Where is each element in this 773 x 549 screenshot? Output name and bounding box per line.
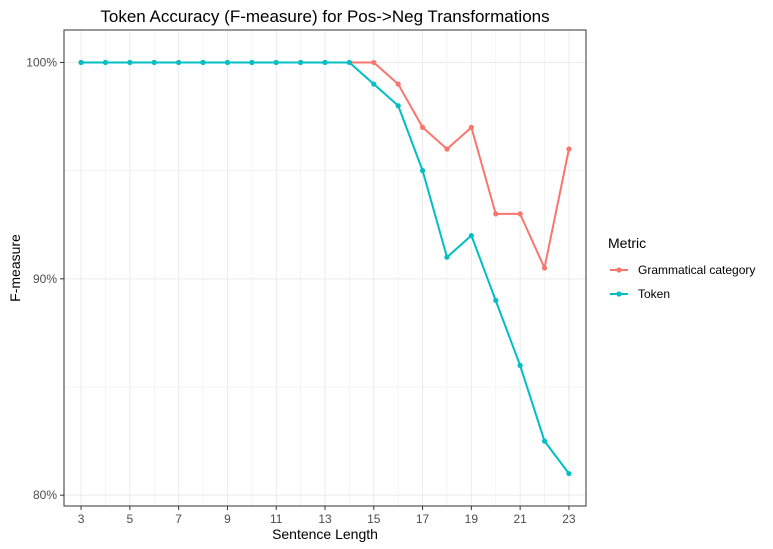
x-tick-label: 19 [465, 512, 479, 526]
data-point [468, 232, 474, 239]
legend-items: Grammatical category Token [610, 263, 755, 301]
x-tick-label: 5 [127, 512, 134, 526]
x-tick-label: 17 [416, 512, 430, 526]
legend-item: Grammatical category [610, 263, 755, 277]
data-point [419, 124, 426, 130]
data-point [566, 146, 572, 152]
x-tick-label: 15 [367, 512, 381, 526]
series-1 [78, 59, 572, 477]
chart-title: Token Accuracy (F-measure) for Pos->Neg … [100, 7, 549, 26]
data-point [444, 146, 450, 152]
minor-gridlines [64, 30, 586, 506]
legend-key-point [616, 291, 622, 297]
data-point [127, 59, 133, 66]
x-axis: 3 5 7 9 11 13 15 17 19 21 23 [78, 506, 576, 526]
x-tick-label: 23 [562, 512, 576, 526]
data-point [273, 59, 279, 66]
legend-label: Grammatical category [638, 263, 755, 277]
y-axis: 80% 90% 100% [26, 55, 64, 502]
data-point [151, 59, 157, 66]
data-point [298, 59, 304, 66]
data-point [541, 265, 548, 271]
y-tick-label: 100% [26, 55, 57, 69]
data-point [419, 168, 426, 174]
data-point [78, 59, 84, 66]
series-layer [78, 59, 572, 477]
data-point [493, 211, 499, 217]
x-tick-label: 9 [224, 512, 231, 526]
data-point [493, 297, 499, 304]
data-point [371, 59, 377, 66]
x-tick-label: 21 [513, 512, 527, 526]
y-tick-label: 90% [33, 272, 57, 286]
data-point [395, 103, 401, 109]
data-point [468, 124, 474, 130]
x-tick-label: 13 [318, 512, 332, 526]
data-point [395, 81, 401, 87]
x-tick-label: 11 [270, 512, 283, 526]
major-gridlines [64, 30, 586, 506]
data-point [541, 438, 548, 444]
y-tick-label: 80% [33, 488, 57, 502]
data-point [200, 59, 206, 66]
data-point [371, 81, 377, 87]
x-tick-label: 3 [78, 512, 85, 526]
x-axis-title: Sentence Length [272, 526, 378, 542]
legend-label: Token [638, 287, 670, 301]
data-point [346, 59, 352, 66]
data-point [517, 211, 523, 217]
data-point [566, 470, 572, 477]
y-axis-title: F-measure [7, 234, 23, 302]
data-point [322, 59, 328, 66]
data-point [224, 59, 231, 66]
legend-key-point [616, 267, 622, 273]
legend: Metric Grammatical category Token [608, 235, 755, 301]
data-point [249, 59, 255, 66]
data-point [176, 59, 182, 66]
data-point [517, 362, 523, 368]
x-tick-label: 7 [175, 512, 182, 526]
data-point [444, 254, 450, 260]
data-point [102, 59, 109, 66]
legend-item: Token [610, 287, 670, 301]
legend-title: Metric [608, 235, 646, 251]
